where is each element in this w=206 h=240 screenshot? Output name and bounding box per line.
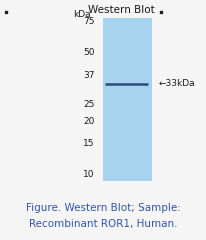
Bar — [103, 18, 152, 181]
Text: 37: 37 — [83, 71, 95, 79]
Text: 50: 50 — [83, 48, 95, 57]
Text: 25: 25 — [83, 100, 95, 109]
Text: Figure. Western Blot; Sample:
Recombinant ROR1, Human.: Figure. Western Blot; Sample: Recombinan… — [26, 203, 180, 229]
Text: 15: 15 — [83, 139, 95, 148]
Text: ←33kDa: ←33kDa — [159, 79, 195, 88]
Text: 75: 75 — [83, 17, 95, 26]
Text: 10: 10 — [83, 170, 95, 179]
Text: kDa: kDa — [73, 10, 91, 19]
Text: 20: 20 — [83, 117, 95, 126]
Text: Western Blot: Western Blot — [88, 5, 155, 15]
